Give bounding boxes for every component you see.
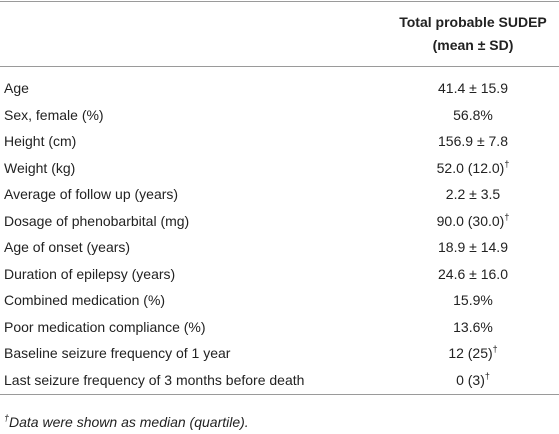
- row-value-cell: 13.6%: [388, 318, 558, 336]
- row-value-mark: †: [492, 344, 498, 354]
- row-label: Weight (kg): [4, 159, 76, 176]
- row-value: 18.9 ± 14.9: [438, 239, 508, 255]
- row-value: 90.0 (30.0): [436, 212, 505, 229]
- row-value-cell: 41.4 ± 15.9: [388, 79, 558, 97]
- column-header-sub: (mean ± SD): [432, 37, 514, 53]
- row-value: 56.8%: [453, 106, 493, 123]
- row-label: Sex, female (%): [4, 106, 104, 123]
- row-value: 41.4 ± 15.9: [438, 80, 508, 96]
- row-label: Average of follow up (years): [4, 186, 179, 202]
- footnote-text: Data were shown as median (quartile).: [9, 414, 249, 430]
- row-value-cell: 90.0 (30.0)†: [388, 212, 558, 230]
- row-value-cell: 0 (3)†: [388, 371, 558, 389]
- row-value-cell: 156.9 ± 7.8: [388, 132, 558, 150]
- row-value: 13.6%: [453, 318, 493, 335]
- row-label: Dosage of phenobarbital (mg): [4, 212, 190, 229]
- row-value: 12 (25): [448, 345, 493, 361]
- row-label: Age of onset (years): [4, 239, 131, 255]
- row-value: 156.9 ± 7.8: [438, 133, 508, 149]
- row-label: Poor medication compliance (%): [4, 318, 206, 335]
- row-value: 24.6 ± 16.0: [438, 265, 508, 282]
- row-value-cell: 18.9 ± 14.9: [388, 238, 558, 256]
- row-label: Last seizure frequency of 3 months befor…: [4, 371, 305, 388]
- row-label: Duration of epilepsy (years): [4, 265, 176, 282]
- row-value-cell: 56.8%: [388, 106, 558, 124]
- bottom-rule: [0, 394, 559, 395]
- row-value-mark: †: [504, 158, 510, 169]
- row-value: 15.9%: [453, 292, 493, 308]
- header-rule: [0, 66, 559, 67]
- row-value-cell: 12 (25)†: [388, 344, 558, 362]
- row-label: Baseline seizure frequency of 1 year: [4, 345, 231, 361]
- row-value-cell: 2.2 ± 3.5: [388, 185, 558, 203]
- row-value: 2.2 ± 3.5: [445, 186, 501, 202]
- row-label: Combined medication (%): [4, 292, 166, 308]
- row-value: 0 (3): [456, 371, 485, 388]
- row-value-cell: 15.9%: [388, 291, 558, 309]
- column-header: Total probable SUDEP: [399, 14, 547, 30]
- row-value-cell: 52.0 (12.0)†: [388, 159, 558, 177]
- row-value: 52.0 (12.0): [436, 159, 505, 176]
- footnote: †Data were shown as median (quartile).: [4, 413, 249, 431]
- row-label: Height (cm): [4, 133, 77, 149]
- row-label: Age: [4, 80, 29, 96]
- top-rule: [0, 1, 559, 2]
- row-value-cell: 24.6 ± 16.0: [388, 265, 558, 283]
- footnote-mark: †: [4, 413, 10, 423]
- row-value-mark: †: [484, 370, 490, 381]
- row-value-mark: †: [504, 211, 510, 222]
